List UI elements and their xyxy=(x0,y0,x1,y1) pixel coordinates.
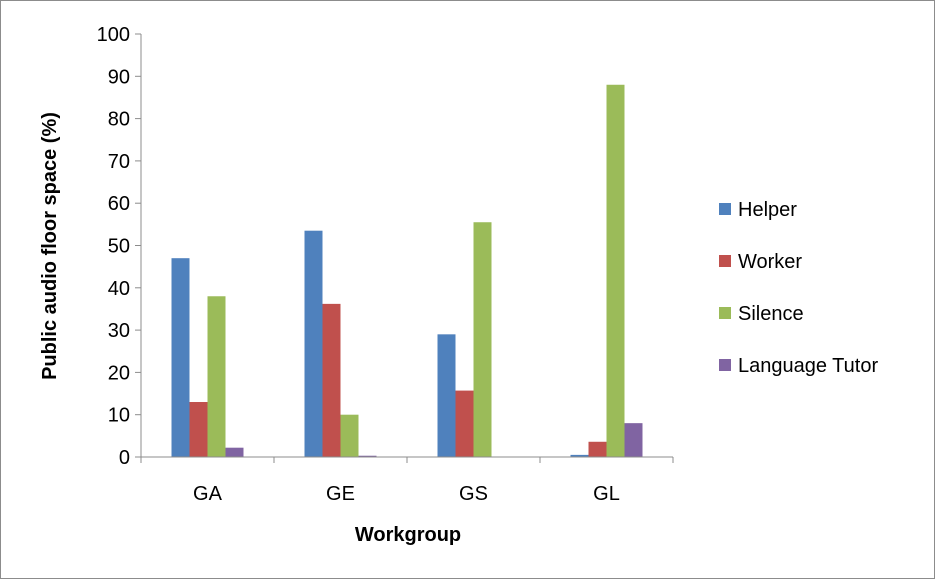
legend: Helper Worker Silence Language Tutor xyxy=(719,199,878,377)
x-axis: GA GE GS GL xyxy=(140,456,674,505)
bar-silence-gs xyxy=(473,222,492,457)
bar-worker-gl xyxy=(588,441,607,457)
y-tick-label: 40 xyxy=(108,278,130,300)
y-tick-label: 80 xyxy=(108,109,130,131)
x-axis-title: Workgroup xyxy=(355,524,461,546)
legend-swatch xyxy=(719,307,731,319)
y-axis-ticks: 0 10 20 30 40 50 60 70 80 90 100 xyxy=(97,24,141,469)
legend-swatch xyxy=(719,203,731,215)
y-tick-label: 70 xyxy=(108,151,130,173)
legend-label: Helper xyxy=(738,199,797,221)
x-tick-label: GA xyxy=(193,483,223,505)
y-tick-label: 10 xyxy=(108,405,130,427)
bar-language-tutor-ge xyxy=(358,455,377,457)
bar-language-tutor-gl xyxy=(624,423,643,457)
bar-silence-ga xyxy=(207,296,226,457)
y-tick-label: 100 xyxy=(97,24,130,46)
legend-label: Silence xyxy=(738,303,804,325)
x-tick-label: GS xyxy=(459,483,488,505)
bar-helper-gl xyxy=(570,454,589,457)
x-tick-label: GE xyxy=(326,483,355,505)
legend-item-worker: Worker xyxy=(719,251,802,273)
legend-swatch xyxy=(719,359,731,371)
legend-item-silence: Silence xyxy=(719,303,804,325)
x-tick-label: GL xyxy=(593,483,620,505)
bar-helper-gs xyxy=(437,334,456,457)
legend-item-language-tutor: Language Tutor xyxy=(719,355,878,377)
y-tick-label: 50 xyxy=(108,236,130,258)
y-tick-label: 20 xyxy=(108,362,130,384)
bar-worker-ga xyxy=(189,402,208,457)
y-tick-label: 0 xyxy=(119,447,130,469)
bar-helper-ga xyxy=(171,258,190,457)
bar-series xyxy=(171,84,643,457)
bar-language-tutor-ga xyxy=(225,447,244,457)
legend-label: Worker xyxy=(738,251,802,273)
bar-worker-gs xyxy=(455,390,474,457)
legend-label: Language Tutor xyxy=(738,355,878,377)
legend-item-helper: Helper xyxy=(719,199,797,221)
legend-swatch xyxy=(719,255,731,267)
y-tick-label: 30 xyxy=(108,320,130,342)
bar-silence-ge xyxy=(340,414,359,457)
bar-helper-ge xyxy=(304,230,323,457)
y-axis-title: Public audio floor space (%) xyxy=(39,112,61,380)
bar-worker-ge xyxy=(322,303,341,457)
bar-silence-gl xyxy=(606,84,625,457)
y-tick-label: 60 xyxy=(108,193,130,215)
y-tick-label: 90 xyxy=(108,66,130,88)
